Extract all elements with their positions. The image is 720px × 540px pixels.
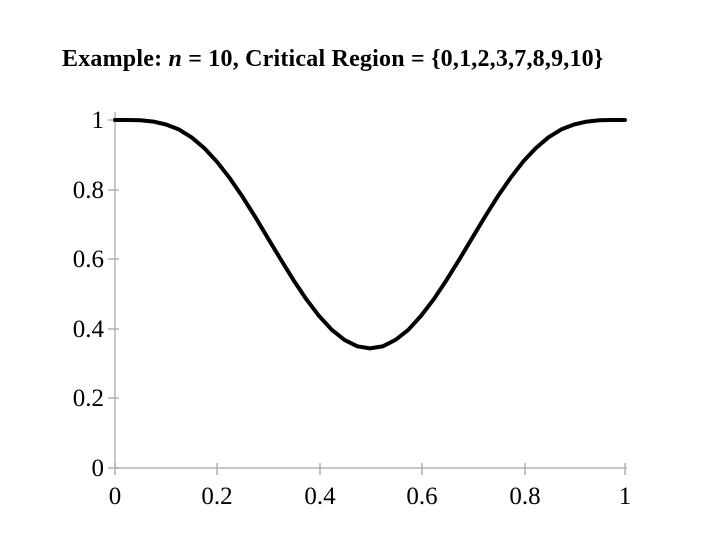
power-curve: [113, 118, 627, 351]
title-suffix: = 10, Critical Region = {0,1,2,3,7,8,9,1…: [188, 46, 604, 72]
y-axis-ticks: [108, 119, 119, 469]
y-tick-label: 0.2: [73, 385, 104, 412]
y-tick-label: 0.8: [73, 177, 104, 204]
y-tick-label: 0.4: [73, 316, 105, 343]
x-tick-label: 0.4: [304, 483, 336, 510]
y-tick-label: 0.6: [73, 246, 104, 273]
x-tick-label: 0: [109, 483, 122, 510]
x-tick-label: 1: [619, 483, 632, 510]
y-tick-label: 1: [92, 107, 105, 134]
title-variable: n: [168, 46, 183, 72]
x-tick-label: 0.8: [509, 483, 540, 510]
y-axis-labels: 1 0.8 0.6 0.4 0.2 0: [73, 107, 105, 482]
page-title: Example: n = 10, Critical Region = {0,1,…: [62, 46, 604, 73]
x-tick-label: 0.2: [201, 483, 232, 510]
x-tick-label: 0.6: [406, 483, 437, 510]
y-tick-label: 0: [92, 455, 105, 482]
title-prefix: Example:: [62, 46, 163, 72]
x-axis-labels: 0 0.2 0.4 0.6 0.8 1: [109, 483, 632, 510]
x-axis-ticks: [114, 463, 626, 475]
